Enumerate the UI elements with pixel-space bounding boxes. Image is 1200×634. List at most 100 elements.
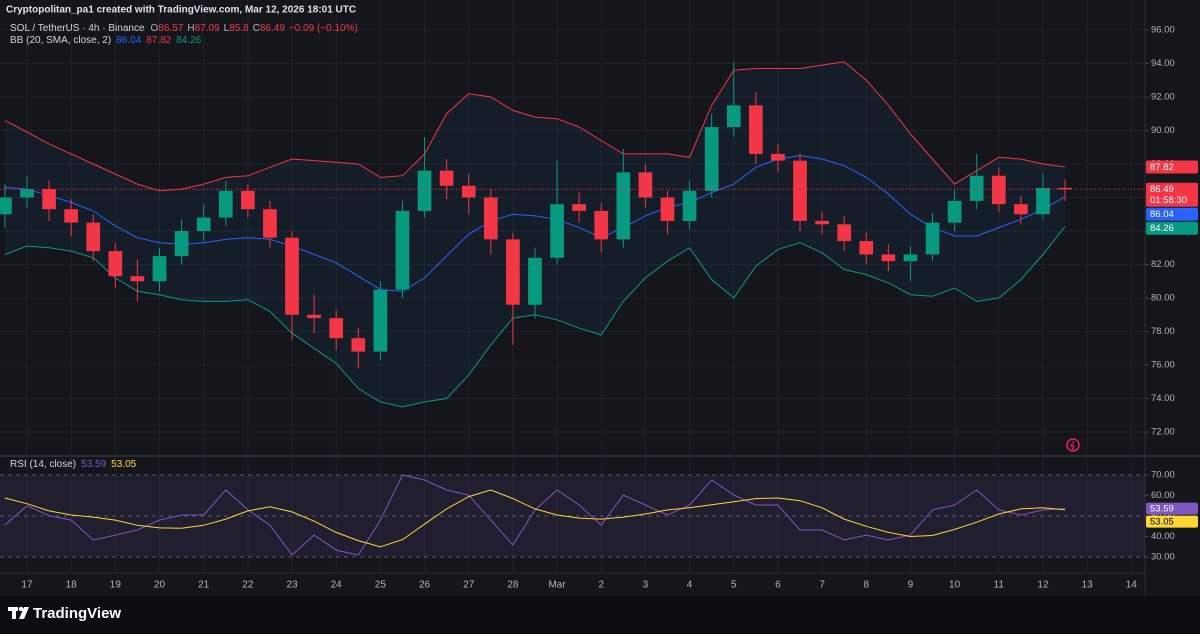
indicator-name: RSI (14, close) — [10, 459, 76, 470]
candle-body — [483, 197, 498, 240]
candle-body — [196, 217, 211, 231]
candle-body — [241, 190, 255, 210]
x-tick-label: 6 — [775, 580, 781, 591]
bb-fill — [4, 61, 1065, 407]
candle-body — [1014, 204, 1028, 215]
candle-body — [815, 220, 829, 225]
y-tick-label: 90.00 — [1151, 125, 1175, 136]
alert-icon[interactable] — [1066, 438, 1080, 452]
price-tag — [1146, 160, 1198, 174]
y-tick-label: 80.00 — [1151, 293, 1175, 304]
footer-bar — [0, 596, 1200, 634]
rsi-tag — [1146, 515, 1198, 528]
candle-body — [528, 257, 542, 305]
price-tag-label: 87.82 — [1150, 162, 1174, 173]
ohlc-letter: C — [253, 23, 260, 34]
candle-body — [771, 153, 785, 161]
candle-body — [572, 204, 586, 211]
y-tick-label: 70.00 — [1151, 470, 1175, 481]
candle-body — [925, 222, 940, 255]
candle-body — [506, 239, 520, 305]
y-tick-label: 96.00 — [1151, 24, 1175, 35]
candle-body — [660, 197, 675, 221]
candle-body — [947, 200, 962, 223]
y-tick-label: 76.00 — [1151, 360, 1175, 371]
candle-body — [837, 224, 852, 242]
footer-brand: TradingView — [33, 605, 121, 622]
y-tick-label: 82.00 — [1151, 259, 1175, 270]
candle-body — [682, 190, 697, 221]
ohlc-value: 87.09 — [195, 23, 220, 34]
x-tick-label: 20 — [154, 580, 166, 591]
x-tick-label: 10 — [949, 580, 961, 591]
x-tick-label: 27 — [463, 580, 475, 591]
candle-body — [20, 189, 34, 198]
x-tick-label: 12 — [1037, 580, 1049, 591]
y-tick-label: 74.00 — [1151, 393, 1175, 404]
candle-body — [263, 209, 277, 238]
candle-body — [42, 189, 56, 210]
candle-body — [550, 204, 564, 258]
candle-body — [793, 160, 807, 221]
candle-body — [351, 338, 366, 352]
x-tick-label: 18 — [66, 580, 78, 591]
change: −0.09 (−0.10%) — [289, 23, 358, 34]
bb-line — [4, 61, 1066, 192]
candle-body — [859, 241, 874, 255]
candle-body — [130, 276, 145, 282]
price-tag-label: 86.04 — [1150, 209, 1174, 220]
candle-body — [1058, 187, 1072, 190]
price-tag-label: 86.49 — [1150, 184, 1174, 195]
y-tick-label: 92.00 — [1151, 91, 1175, 102]
price-tag — [1146, 207, 1198, 221]
x-tick-label: 8 — [863, 580, 869, 591]
x-tick-label: 5 — [731, 580, 737, 591]
ohlc-letter: H — [187, 23, 194, 34]
x-tick-label: 26 — [419, 580, 431, 591]
candle-body — [307, 314, 321, 319]
x-tick-label: 9 — [908, 580, 914, 591]
candle-body — [395, 210, 410, 290]
candle-body — [174, 230, 189, 257]
x-tick-label: 22 — [242, 580, 254, 591]
ohlc-value: 85.8 — [229, 23, 249, 34]
x-tick-label: 14 — [1126, 580, 1138, 591]
candle-body — [218, 190, 233, 218]
candle-body — [594, 210, 609, 240]
candle-body — [881, 254, 896, 262]
indicator-value: 87.82 — [146, 35, 171, 46]
indicator-value: 53.05 — [111, 459, 136, 470]
x-tick-label: 19 — [110, 580, 122, 591]
candle-body — [439, 170, 454, 186]
legend-line: SOL / TetherUS · 4h · Binance O86.57 H87.0… — [10, 23, 358, 34]
candle-body — [616, 172, 631, 240]
indicator-value: 53.59 — [81, 459, 106, 470]
x-tick-label: 4 — [687, 580, 693, 591]
price-tag-label: 84.26 — [1150, 223, 1174, 234]
ohlc-letter: O — [151, 23, 159, 34]
x-tick-label: 3 — [643, 580, 649, 591]
candle-body — [108, 251, 123, 277]
x-tick-label: 28 — [507, 580, 519, 591]
ohlc-letter: L — [224, 23, 230, 34]
candle-body — [86, 222, 101, 252]
candle-body — [461, 185, 476, 198]
candle-body — [726, 105, 741, 128]
x-tick-label: 24 — [331, 580, 343, 591]
candle-body — [285, 237, 299, 315]
legend-line: BB (20, SMA, close, 2) 86.04 87.82 84.26 — [10, 35, 202, 46]
x-tick-label: 21 — [198, 580, 210, 591]
alert-icon-bolt — [1069, 440, 1075, 451]
tradingview-logo — [8, 606, 29, 619]
ohlc-value: 86.49 — [260, 23, 285, 34]
header-text: Cryptopolitan_pa1 created with TradingVi… — [6, 5, 356, 16]
x-tick-label: 2 — [598, 580, 604, 591]
candle-body — [638, 172, 653, 198]
indicator-value: 86.04 — [116, 35, 141, 46]
indicator-name: BB (20, SMA, close, 2) — [10, 35, 111, 46]
candle-body — [329, 318, 344, 339]
logo-dot — [18, 606, 24, 612]
x-tick-label: 23 — [286, 580, 298, 591]
candle-body — [991, 175, 1006, 205]
